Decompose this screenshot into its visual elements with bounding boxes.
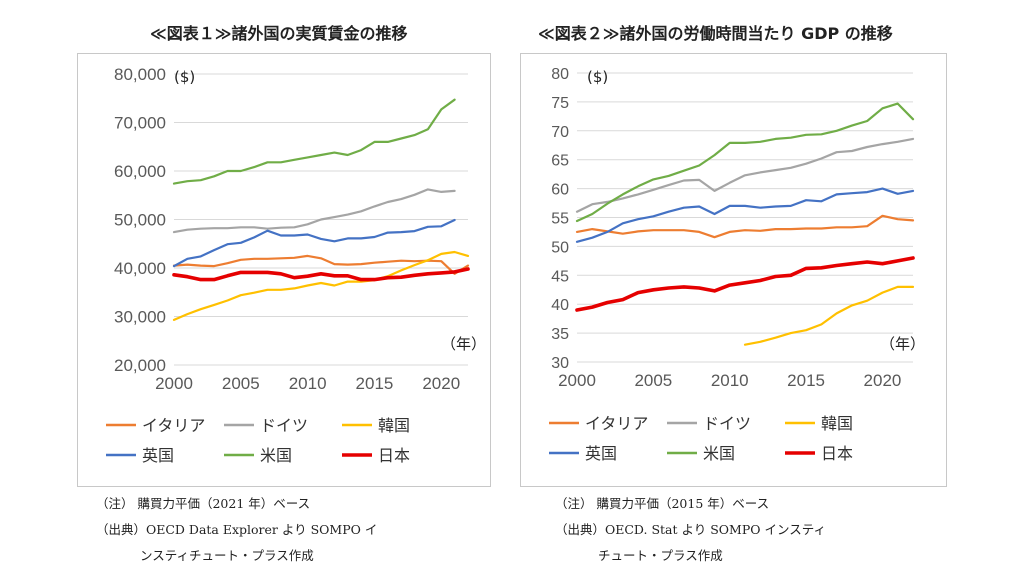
chart1-series-line-ドイツ [172, 188, 456, 234]
chart2-series-line-日本 [575, 256, 915, 312]
chart2-series-line-ドイツ [575, 137, 915, 213]
chart2-unit-label: ($) [587, 68, 608, 86]
chart2-xtick-label: 2010 [711, 371, 749, 390]
chart1-xtick-label: 2000 [155, 374, 193, 393]
chart2-legend-label: ドイツ [703, 414, 751, 433]
chart2-legend-label: 日本 [821, 444, 853, 463]
chart1-year-label: （年） [441, 335, 486, 353]
chart1-xtick-label: 2010 [289, 374, 327, 393]
chart2-xtick-label: 2005 [634, 371, 672, 390]
chart1-series-line-英国 [172, 218, 456, 268]
chart2-ytick-label: 65 [551, 153, 569, 170]
chart2-year-label: （年） [880, 335, 925, 353]
chart2-xtick-label: 2020 [864, 371, 902, 390]
chart1-plot: 20,000 30,000 40,000 50,000 60,000 70,000 80,0… [106, 65, 486, 465]
chart2-ytick-label: 55 [551, 211, 569, 228]
chart1-xtick-label: 2015 [356, 374, 394, 393]
chart2-ytick-label: 45 [551, 268, 569, 285]
chart2-series-line-イタリア [575, 214, 915, 239]
chart1-source-cont: ンスティチュート・プラス作成 [140, 548, 314, 563]
chart1-ytick-label: 50,000 [114, 211, 166, 230]
chart2-ytick-label: 30 [551, 355, 569, 372]
chart2-legend-label: 英国 [585, 444, 617, 463]
chart1-ytick-label: 80,000 [114, 65, 166, 84]
chart2-title: ≪図表２≫諸外国の労働時間当たり GDP の推移 [538, 24, 893, 43]
chart1-xtick-label: 2005 [222, 374, 260, 393]
chart1-xtick-label: 2020 [422, 374, 460, 393]
chart1-ytick-label: 40,000 [114, 259, 166, 278]
chart1-note: （注） 購買力平価（2021 年）ベース [96, 496, 311, 511]
chart2-ytick-label: 35 [551, 326, 569, 343]
chart1-source: （出典）OECD Data Explorer より SOMPO イ [96, 522, 378, 537]
chart2-ytick-label: 75 [551, 95, 569, 112]
chart1-series-line-日本 [172, 267, 470, 282]
chart1-legend-label: ドイツ [260, 416, 308, 435]
chart1-series-line-イタリア [172, 254, 470, 275]
chart1-ytick-label: 60,000 [114, 162, 166, 181]
chart2-ytick-label: 70 [551, 124, 569, 141]
chart2-xtick-label: 2000 [558, 371, 596, 390]
chart2-legend-label: イタリア [585, 414, 648, 433]
chart2-legend-label: 米国 [703, 444, 735, 463]
chart2-series-line-米国 [575, 102, 915, 223]
chart2-frame: 30 35 40 45 50 55 60 65 70 75 80 2000 2005 2010 2015 20… [520, 53, 947, 487]
chart1-legend-label: 日本 [378, 446, 410, 465]
chart2-plot: 30 35 40 45 50 55 60 65 70 75 80 2000 2005 2010 2015 20… [549, 66, 925, 463]
chart2-note: （注） 購買力平価（2015 年）ベース [555, 496, 770, 511]
chart1-legend-label: 韓国 [378, 416, 410, 435]
chart2-ytick-label: 80 [551, 66, 569, 83]
chart2-series-line-韓国 [743, 285, 915, 346]
chart2-ytick-label: 50 [551, 239, 569, 256]
chart2-source-cont: チュート・プラス作成 [598, 548, 723, 563]
chart1-series-line-韓国 [172, 250, 470, 321]
chart1-series-line-米国 [172, 98, 456, 185]
chart2-ytick-label: 40 [551, 297, 569, 314]
chart2-ytick-label: 60 [551, 182, 569, 199]
chart1-title: ≪図表１≫諸外国の実質賃金の推移 [150, 24, 408, 43]
chart1-legend-label: 米国 [260, 446, 292, 465]
chart1-ytick-label: 30,000 [114, 308, 166, 327]
chart1-frame: 20,000 30,000 40,000 50,000 60,000 70,000 80,0… [77, 53, 491, 487]
chart1-unit-label: ($) [174, 68, 195, 86]
chart1-legend-label: イタリア [142, 416, 205, 435]
chart1-ytick-label: 20,000 [114, 356, 166, 375]
chart1-ytick-label: 70,000 [114, 114, 166, 133]
chart2-source: （出典）OECD. Stat より SOMPO インスティ [555, 522, 826, 537]
chart2-series-line-英国 [575, 187, 915, 243]
chart2-xtick-label: 2015 [787, 371, 825, 390]
chart2-legend-label: 韓国 [821, 414, 853, 433]
chart1-legend-label: 英国 [142, 446, 174, 465]
